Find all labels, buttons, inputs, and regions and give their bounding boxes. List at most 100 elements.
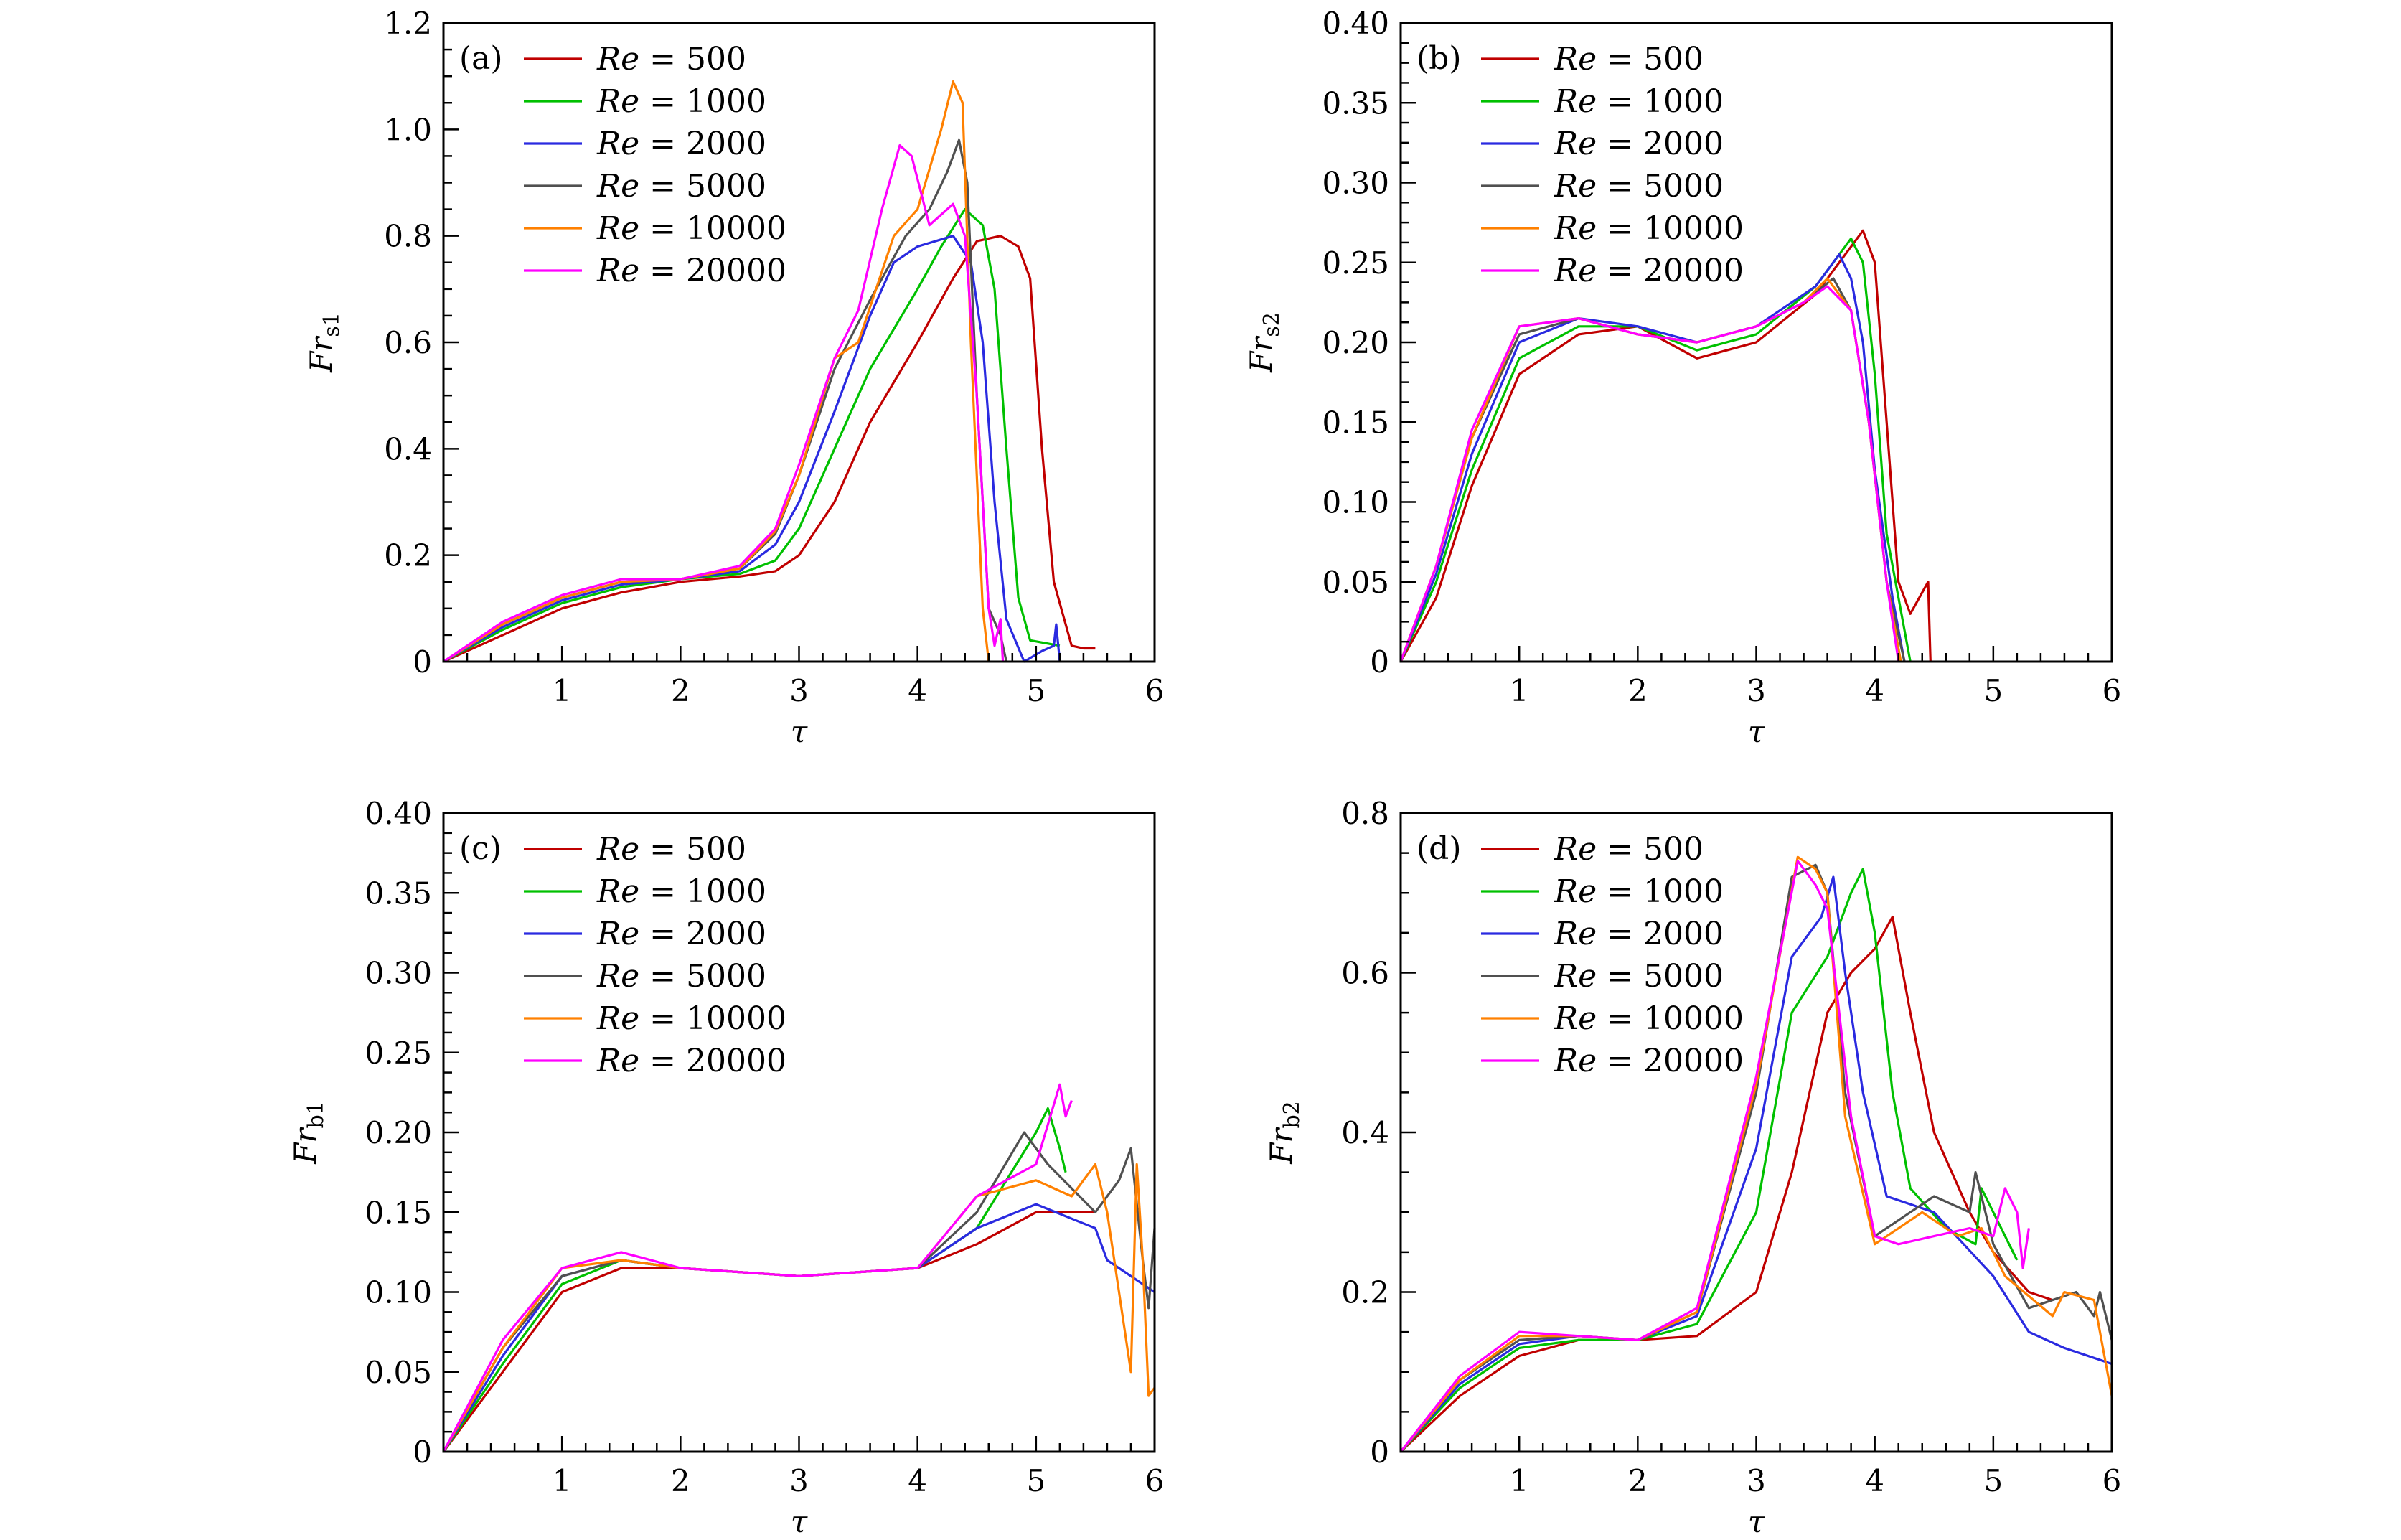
x-tick-label: 6 bbox=[2102, 1463, 2122, 1498]
x-tick-label: 6 bbox=[1145, 673, 1165, 708]
legend-label-value: = 2000 bbox=[639, 126, 766, 162]
x-tick-label: 3 bbox=[1747, 673, 1766, 708]
legend-item: Re = 5000 bbox=[1481, 168, 1724, 205]
legend-label-value: = 500 bbox=[1597, 41, 1704, 78]
legend-item: Re = 1000 bbox=[524, 83, 766, 120]
legend-label: Re = 5000 bbox=[1554, 958, 1724, 995]
legend-item: Re = 500 bbox=[1481, 831, 1704, 868]
legend-label-value: = 1000 bbox=[639, 83, 766, 120]
legend-label-var: Re bbox=[1554, 1043, 1597, 1079]
legend-label-var: Re bbox=[1554, 210, 1597, 247]
legend-label-var: Re bbox=[596, 958, 639, 995]
panel-label: (c) bbox=[459, 830, 502, 867]
legend-label-var: Re bbox=[596, 41, 639, 78]
legend-item: Re = 500 bbox=[524, 41, 746, 78]
legend-label-value: = 5000 bbox=[639, 168, 766, 205]
y-tick-label: 0.8 bbox=[1341, 796, 1389, 831]
y-tick-label: 0.30 bbox=[365, 956, 432, 991]
y-tick-label: 0.20 bbox=[1322, 325, 1389, 360]
legend-item: Re = 5000 bbox=[1481, 958, 1724, 995]
legend-item: Re = 20000 bbox=[1481, 1043, 1744, 1079]
y-tick-label: 0 bbox=[413, 1435, 432, 1470]
legend-label-var: Re bbox=[596, 210, 639, 247]
legend-label: Re = 10000 bbox=[1554, 1000, 1744, 1037]
legend-label-var: Re bbox=[596, 83, 639, 120]
legend-item: Re = 2000 bbox=[524, 916, 766, 952]
y-tick-label: 1.2 bbox=[384, 6, 432, 41]
y-axis-label: Frs2 bbox=[1244, 312, 1284, 373]
legend-label: Re = 1000 bbox=[1554, 83, 1724, 120]
legend-label-value: = 5000 bbox=[1597, 168, 1724, 205]
legend-label-value: = 10000 bbox=[1597, 210, 1744, 247]
legend-label: Re = 5000 bbox=[596, 958, 766, 995]
legend-label: Re = 2000 bbox=[596, 126, 766, 162]
legend-label-value: = 1000 bbox=[1597, 83, 1724, 120]
y-axis-label: Frb2 bbox=[1264, 1101, 1305, 1165]
legend-label-var: Re bbox=[1554, 958, 1597, 995]
x-tick-label: 4 bbox=[908, 1463, 927, 1498]
legend-label: Re = 20000 bbox=[596, 1043, 786, 1079]
legend-item: Re = 5000 bbox=[524, 958, 766, 995]
legend-label-value: = 2000 bbox=[1597, 916, 1724, 952]
plot-frame bbox=[442, 22, 1156, 663]
legend-item: Re = 500 bbox=[1481, 41, 1704, 78]
legend-label-value: = 1000 bbox=[639, 873, 766, 910]
y-tick-label: 0.10 bbox=[1322, 485, 1389, 520]
series-line-re-20000 bbox=[1399, 285, 1900, 662]
y-tick-label: 1.0 bbox=[384, 112, 432, 147]
legend-label: Re = 1000 bbox=[1554, 873, 1724, 910]
legend-label-value: = 1000 bbox=[1597, 873, 1724, 910]
y-axis-label-subscript: s2 bbox=[1259, 312, 1284, 337]
legend-label-var: Re bbox=[1554, 253, 1597, 289]
y-tick-label: 0.40 bbox=[1322, 6, 1389, 41]
legend-item: Re = 10000 bbox=[524, 1000, 786, 1037]
x-axis-label: τ bbox=[791, 1504, 808, 1539]
legend-label-value: = 10000 bbox=[639, 1000, 786, 1037]
x-tick-label: 2 bbox=[1628, 1463, 1648, 1498]
legend-item: Re = 1000 bbox=[524, 873, 766, 910]
x-tick-label: 1 bbox=[1510, 673, 1529, 708]
legend-item: Re = 2000 bbox=[1481, 126, 1724, 162]
legend-label-value: = 10000 bbox=[1597, 1000, 1744, 1037]
legend-label-value: = 20000 bbox=[1597, 1043, 1744, 1079]
panel-label: (a) bbox=[459, 40, 503, 77]
legend-label-var: Re bbox=[596, 253, 639, 289]
x-tick-label: 6 bbox=[2102, 673, 2122, 708]
legend-label-value: = 20000 bbox=[639, 1043, 786, 1079]
y-tick-label: 0.6 bbox=[384, 325, 432, 360]
y-tick-label: 0.35 bbox=[365, 875, 432, 911]
panel-b: 1 2 3 4 5 6 0 0.05 0.10 0.15 0.20 0.25 0.30 0.35 0.40 τ… bbox=[1244, 6, 2121, 749]
x-tick-label: 2 bbox=[671, 1463, 690, 1498]
x-tick-label: 2 bbox=[1628, 673, 1648, 708]
legend-label: Re = 20000 bbox=[596, 253, 786, 289]
legend-label-var: Re bbox=[596, 1043, 639, 1079]
legend-item: Re = 1000 bbox=[1481, 83, 1724, 120]
x-tick-label: 4 bbox=[1865, 673, 1884, 708]
legend-label-value: = 20000 bbox=[1597, 253, 1744, 289]
legend-label-value: = 5000 bbox=[639, 958, 766, 995]
legend-item: Re = 20000 bbox=[524, 1043, 786, 1079]
legend-label: Re = 5000 bbox=[1554, 168, 1724, 205]
panel-a: 1 2 3 4 5 6 0 0.2 0.4 0.6 0.8 1.0 1.2 τ Frs1 (a) Re = 50… bbox=[304, 6, 1164, 749]
series-line-re-1000 bbox=[443, 208, 1061, 663]
legend-item: Re = 10000 bbox=[1481, 210, 1744, 247]
legend-item: Re = 2000 bbox=[1481, 916, 1724, 952]
legend-label: Re = 500 bbox=[596, 831, 746, 868]
legend-label: Re = 2000 bbox=[1554, 916, 1724, 952]
y-tick-label: 0.15 bbox=[1322, 405, 1389, 440]
series-line-re-500 bbox=[443, 235, 1096, 663]
y-tick-label: 0.10 bbox=[365, 1275, 432, 1310]
y-tick-label: 0.20 bbox=[365, 1115, 432, 1150]
series-line-re-5000 bbox=[442, 1131, 1156, 1452]
legend-label-var: Re bbox=[596, 126, 639, 162]
legend-label: Re = 10000 bbox=[596, 210, 786, 247]
y-tick-label: 0.8 bbox=[384, 219, 432, 254]
y-axis-label-subscript: b1 bbox=[304, 1101, 329, 1128]
series-line-re-1000 bbox=[1399, 237, 1912, 662]
y-tick-label: 0.25 bbox=[365, 1036, 432, 1071]
legend-label-var: Re bbox=[596, 168, 639, 205]
legend-label: Re = 5000 bbox=[596, 168, 766, 205]
series-line-re-1000 bbox=[1399, 868, 2019, 1453]
